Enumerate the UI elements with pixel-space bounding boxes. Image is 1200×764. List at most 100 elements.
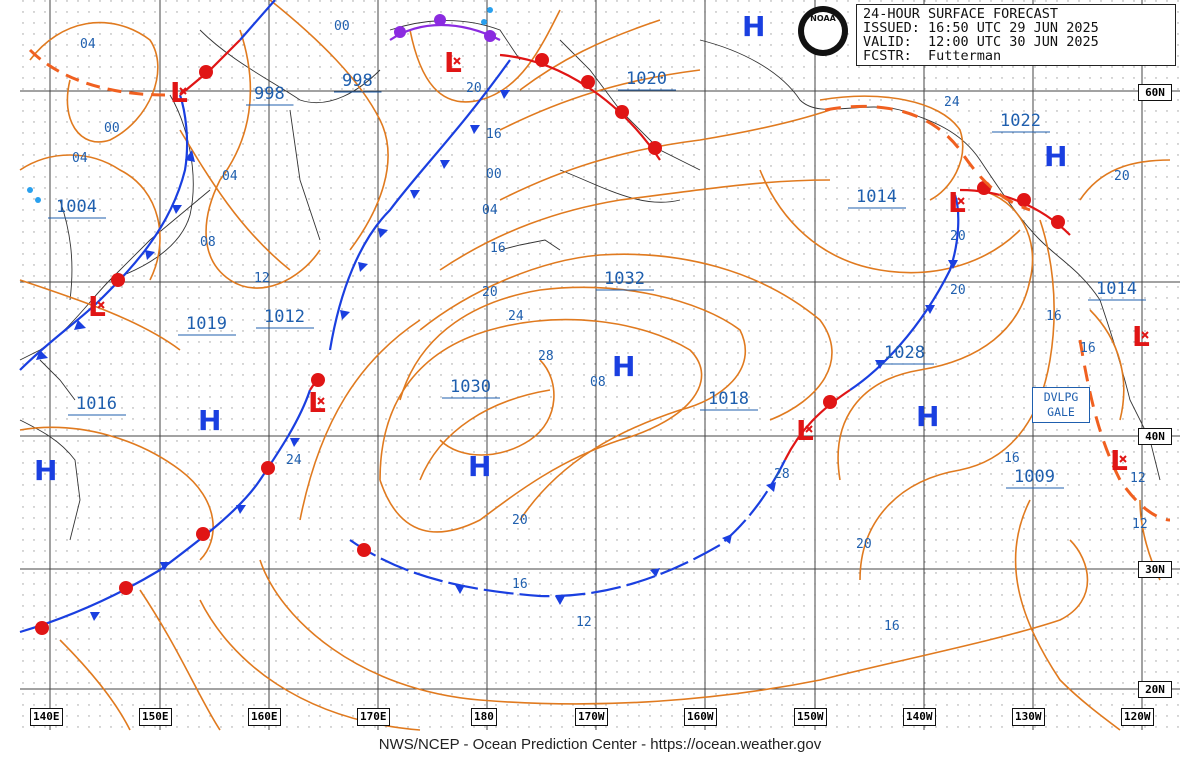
trough-line <box>824 104 1031 212</box>
pressure-label: 1012 <box>264 307 305 327</box>
lon-tick: 150W <box>794 708 827 726</box>
isobar-value-label: 04 <box>80 37 96 52</box>
cold-front-barb <box>358 262 368 272</box>
isobar-value-label: 16 <box>486 127 502 142</box>
gale-line2: GALE <box>1047 405 1075 419</box>
precip-marker <box>487 7 493 13</box>
cold-front-barb <box>440 160 450 169</box>
occluded-bump <box>434 14 446 26</box>
warm-front-bump <box>648 141 662 155</box>
isobar-value-label: 00 <box>334 19 350 34</box>
isobar-value-label: 16 <box>1004 451 1020 466</box>
pressure-label: 998 <box>342 71 373 91</box>
pressure-label: 1022 <box>1000 111 1041 131</box>
forecaster-line: FCSTR: Futterman <box>863 48 1002 64</box>
warm-front-bump <box>615 105 629 119</box>
cold-front <box>19 94 189 371</box>
low-center: L <box>88 290 106 323</box>
warm-front-bump <box>1051 215 1065 229</box>
lon-tick: 140W <box>903 708 936 726</box>
warm-front <box>784 389 851 461</box>
low-center: L <box>948 186 966 219</box>
isobar <box>439 179 831 271</box>
isobar-value-label: 00 <box>486 167 502 182</box>
isobar <box>419 253 833 421</box>
isobar <box>859 219 1055 581</box>
warm-front-bump <box>1017 193 1031 207</box>
lon-tick: 160W <box>684 708 717 726</box>
isobar <box>19 426 214 561</box>
cold-front-barb <box>36 350 48 360</box>
noaa-logo-text: NOAA <box>810 14 836 23</box>
lon-tick: 140E <box>30 708 63 726</box>
lat-lon-grid <box>20 0 1180 730</box>
lat-tick: 60N <box>1138 84 1172 101</box>
cold-front-barb <box>185 150 195 162</box>
isobar <box>269 0 389 251</box>
isobar-value-label: 20 <box>512 513 528 528</box>
cold-front <box>328 59 511 351</box>
valid-line: VALID: 12:00 UTC 30 JUN 2025 <box>863 34 1099 50</box>
pressure-label: 1028 <box>884 343 925 363</box>
pressure-label: 1009 <box>1014 467 1055 487</box>
map-background <box>20 0 1180 730</box>
isobar-value-label: 20 <box>482 285 498 300</box>
cold-front-barb <box>160 562 170 571</box>
gale-warning-box: DVLPG GALE <box>1032 387 1090 423</box>
isobar <box>419 359 555 481</box>
cold-front-barb <box>555 596 565 605</box>
isobar-value-label: 20 <box>950 283 966 298</box>
isobar-value-label: 20 <box>466 81 482 96</box>
warm-front-bump <box>977 181 991 195</box>
isobar-value-label: 20 <box>856 537 872 552</box>
isobar-value-label: 24 <box>508 309 524 324</box>
pressure-centers: H H H H H H H L L L L L L L L <box>34 10 1150 487</box>
isobar-value-label: 28 <box>774 467 790 482</box>
isobar <box>299 319 421 521</box>
cold-front <box>849 194 960 391</box>
pressure-label: 1032 <box>604 269 645 289</box>
isobar-value-label: 24 <box>944 95 960 110</box>
precip-marker <box>27 187 33 193</box>
isobar-value-label: 08 <box>200 235 216 250</box>
warm-front-bump <box>311 373 325 387</box>
warm-front-bump <box>119 581 133 595</box>
cold-front-barb <box>500 90 510 99</box>
trough-line <box>1078 339 1171 522</box>
cold-front-barb <box>290 438 300 447</box>
precip-marker <box>481 19 487 25</box>
warm-front-bump <box>357 543 371 557</box>
low-center: L <box>308 386 326 419</box>
warm-front-bump <box>111 273 125 287</box>
isobar <box>1089 309 1125 421</box>
cold-front-barb <box>722 534 732 544</box>
cold-front-barb <box>236 505 246 514</box>
pressure-label: 1030 <box>450 377 491 397</box>
isobar-value-label: 16 <box>490 241 506 256</box>
high-center: H <box>742 10 765 43</box>
isobar <box>759 169 1021 274</box>
cold-front-barb <box>378 228 388 238</box>
lon-tick: 130W <box>1012 708 1045 726</box>
stationary-front <box>349 459 786 598</box>
cold-front-barb <box>145 250 155 260</box>
warm-front-bump <box>535 53 549 67</box>
front-symbols <box>27 7 1171 635</box>
isobar-value-label: 04 <box>222 169 238 184</box>
isobar-value-label: 12 <box>576 615 592 630</box>
cold-front-barb <box>766 482 776 492</box>
warm-front-bump <box>196 527 210 541</box>
cold-front-barb <box>90 612 100 621</box>
isobar-value-label: 12 <box>1132 517 1148 532</box>
pressure-label: 1018 <box>708 389 749 409</box>
low-x-marks <box>97 57 1149 463</box>
coast-sakhalin-kurils <box>59 189 211 301</box>
isobar <box>1079 159 1171 201</box>
high-center: H <box>34 454 57 487</box>
cold-front-barb <box>410 190 420 199</box>
pressure-label-group: 998 998 1004 1019 1012 1016 1030 1032 1018 1020 10… <box>48 69 1146 489</box>
isobar-value-label: 12 <box>254 271 270 286</box>
coast-aleutians <box>499 169 681 251</box>
pressure-label: 1019 <box>186 314 227 334</box>
